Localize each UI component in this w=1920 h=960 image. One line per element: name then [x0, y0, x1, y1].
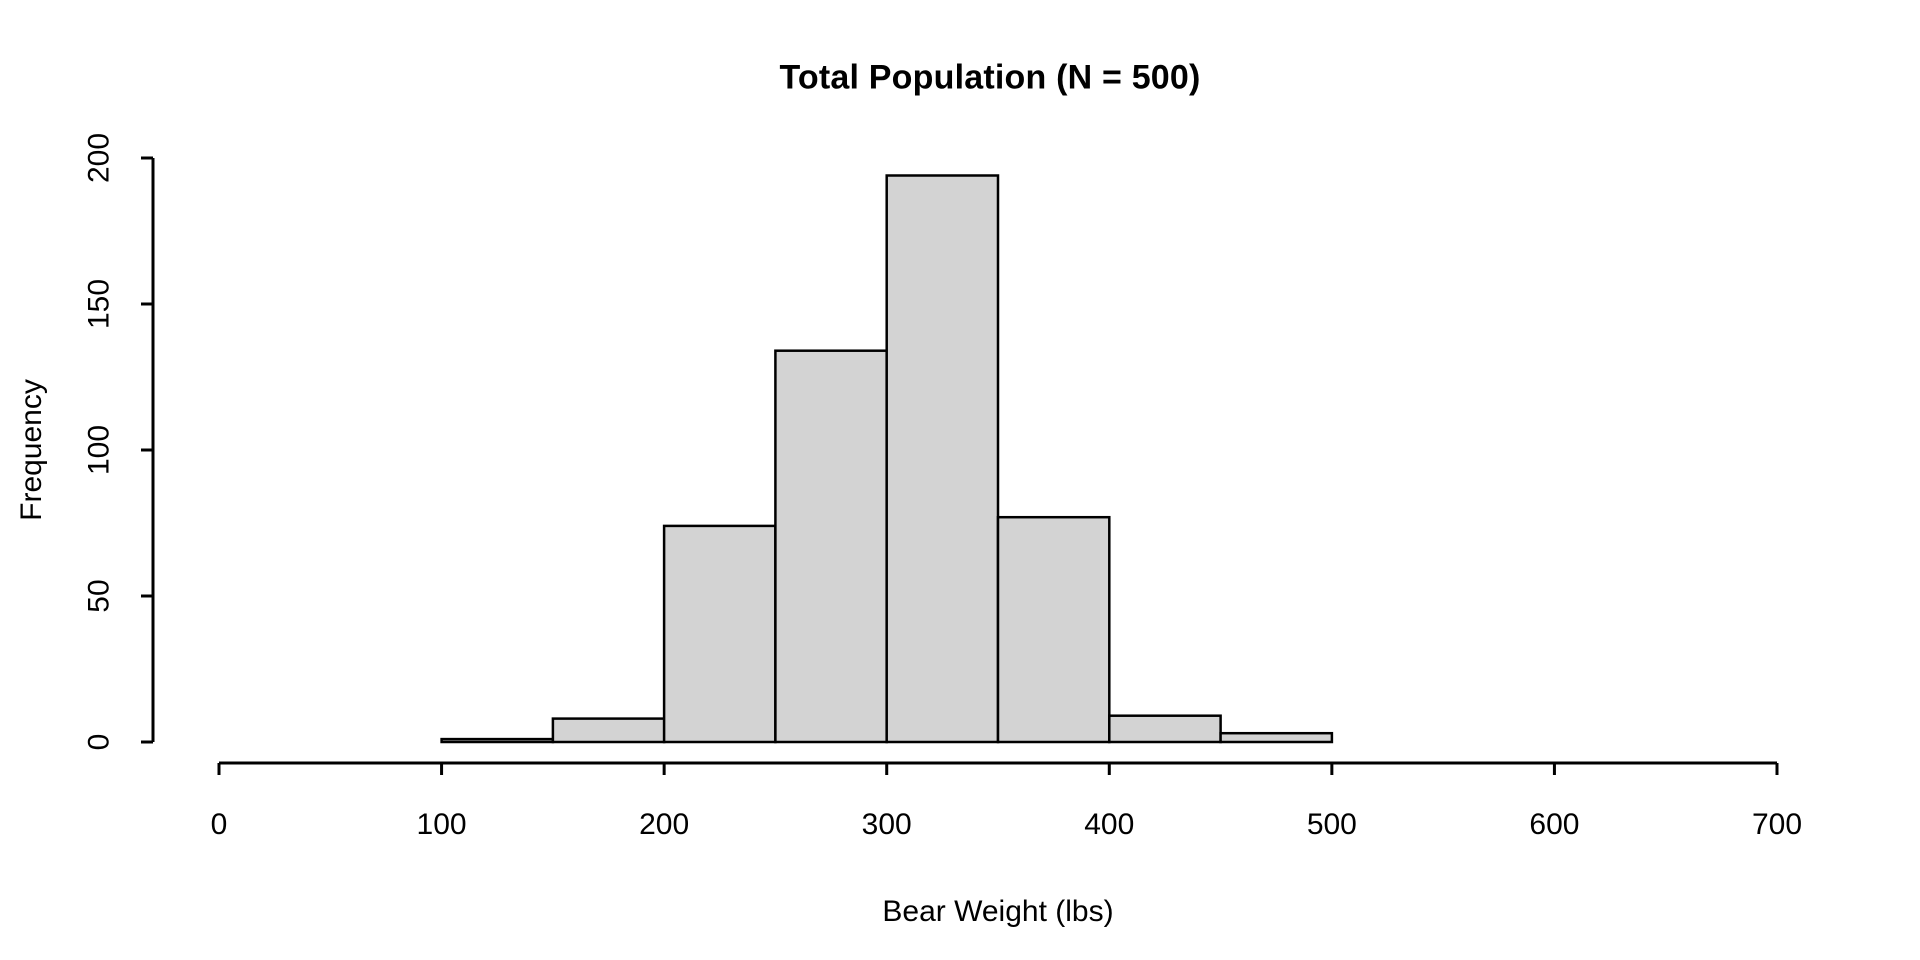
y-tick-label: 150	[83, 279, 116, 329]
x-tick-label: 400	[1084, 808, 1134, 841]
histogram-bar	[885, 174, 1000, 744]
histogram-bar	[1108, 714, 1222, 744]
x-tick-label: 200	[639, 808, 689, 841]
histogram-bar	[440, 737, 555, 744]
x-tick-label: 300	[862, 808, 912, 841]
histogram-bar	[662, 524, 777, 744]
x-tick-label: 500	[1307, 808, 1357, 841]
y-tick-label: 50	[83, 579, 116, 612]
histogram-bar	[996, 515, 1111, 744]
x-axis-title: Bear Weight (lbs)	[882, 895, 1114, 928]
histogram-bar	[1219, 731, 1334, 744]
histogram-bar	[551, 717, 666, 744]
y-tick-label: 100	[83, 425, 116, 475]
y-tick-label: 200	[83, 133, 116, 183]
x-tick-label: 600	[1529, 808, 1579, 841]
x-tick-label: 700	[1752, 808, 1802, 841]
y-axis-title: Frequency	[15, 379, 48, 521]
x-tick-label: 0	[211, 808, 228, 841]
chart-title: Total Population (N = 500)	[779, 58, 1201, 97]
x-tick-label: 100	[417, 808, 467, 841]
histogram-bar	[774, 349, 888, 744]
y-tick-label: 0	[83, 734, 116, 751]
